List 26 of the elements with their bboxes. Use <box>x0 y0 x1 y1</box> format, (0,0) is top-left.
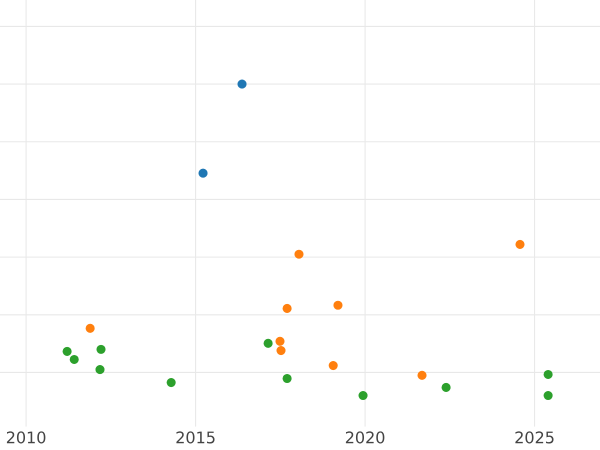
point <box>544 370 553 380</box>
point <box>515 240 525 249</box>
point <box>95 365 105 374</box>
point <box>62 346 72 356</box>
point <box>282 304 292 313</box>
point <box>294 250 304 259</box>
x-tick-label: 2010 <box>6 431 46 444</box>
point <box>96 344 106 354</box>
point <box>544 390 553 400</box>
point <box>238 80 247 89</box>
point <box>328 360 338 370</box>
point <box>276 346 286 356</box>
point <box>333 300 343 310</box>
point <box>264 338 273 348</box>
point <box>166 378 176 388</box>
point <box>86 324 95 333</box>
point <box>442 382 451 392</box>
point <box>282 374 292 384</box>
point <box>358 390 368 400</box>
point <box>275 336 285 346</box>
x-tick-label: 2025 <box>515 431 554 444</box>
point <box>418 370 427 380</box>
x-tick-label: 2020 <box>346 431 384 444</box>
point <box>198 168 208 178</box>
point <box>70 354 79 364</box>
x-tick-label: 2015 <box>176 431 215 444</box>
